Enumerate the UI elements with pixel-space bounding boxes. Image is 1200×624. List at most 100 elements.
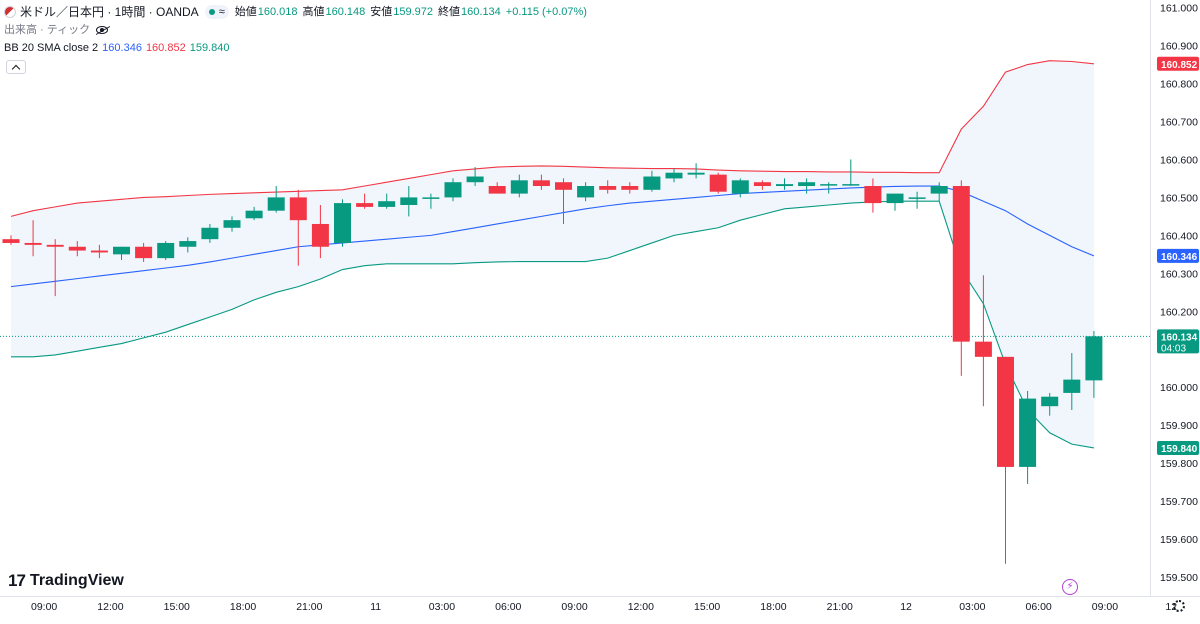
eye-hidden-icon[interactable]: [96, 26, 109, 34]
bb-upper-price-tag-bg: [1157, 56, 1199, 71]
candle: [201, 227, 219, 240]
price-tick-label: 160.500: [1160, 192, 1198, 204]
time-tick-label: 06:00: [495, 601, 521, 613]
time-tick-label: 18:00: [760, 601, 786, 613]
price-tick-label: 159.500: [1160, 572, 1198, 584]
candle: [68, 246, 86, 251]
price-tick-label: 159.900: [1160, 420, 1198, 432]
candle: [444, 182, 462, 198]
bb-basis-price-tag-bg: [1157, 248, 1199, 263]
price-tick-label: 160.900: [1160, 41, 1198, 53]
candle: [422, 197, 440, 199]
time-tick-label: 12: [900, 601, 912, 613]
low-value: 159.972: [393, 6, 434, 18]
candle: [643, 176, 661, 190]
time-tick-label: 21:00: [296, 601, 322, 613]
price-tick-label: 161.000: [1160, 3, 1198, 15]
candle: [510, 180, 528, 194]
candle: [1019, 398, 1037, 467]
candle: [532, 180, 550, 187]
candle: [135, 246, 153, 259]
candle: [776, 184, 793, 187]
bb-lower-value: 159.840: [189, 42, 230, 54]
bb-basis-value: 160.346: [102, 42, 142, 54]
time-tick-label: 12:00: [628, 601, 654, 613]
market-status[interactable]: ≈: [204, 5, 229, 19]
bb-band-fill: [11, 60, 1094, 448]
price-tick-label: 160.700: [1160, 116, 1198, 128]
candle: [952, 186, 970, 342]
time-tick-label: 06:00: [1026, 601, 1052, 613]
time-tick-label: 09:00: [561, 601, 587, 613]
bb-indicator-label[interactable]: BB 20 SMA close 2: [4, 42, 99, 54]
candle: [687, 172, 705, 175]
time-tick-label: 11: [370, 601, 381, 613]
candle: [24, 242, 42, 245]
chevron-up-icon: [11, 64, 21, 73]
candle: [621, 186, 639, 190]
chart-legend: 米ドル／日本円 · 1時間 · OANDA ≈ 始値 160.018 高値 16…: [4, 4, 587, 56]
candle: [113, 246, 130, 255]
last-price-tag-label: 160.134: [1161, 332, 1198, 343]
bb-upper-price-tag-label: 160.852: [1161, 60, 1198, 71]
candle: [908, 197, 926, 199]
time-tick-label: 03:00: [429, 601, 455, 613]
candle: [400, 197, 418, 205]
candle: [356, 203, 374, 207]
volume-indicator-label[interactable]: 出来高 · ティック: [4, 24, 91, 36]
candle: [731, 180, 749, 194]
time-tick-label: 09:00: [1092, 601, 1118, 613]
candle: [886, 193, 904, 204]
time-tick-label: 15:00: [694, 601, 720, 613]
bb-row: BB 20 SMA close 2 160.346 160.852 159.84…: [4, 40, 587, 56]
time-tick-label: 18:00: [230, 601, 256, 613]
candle: [997, 356, 1014, 467]
symbol-title[interactable]: 米ドル／日本円 · 1時間 · OANDA: [20, 5, 199, 19]
bb-lower-line: [11, 200, 1094, 449]
price-tick-label: 160.200: [1160, 306, 1198, 318]
candle: [599, 186, 617, 190]
candle: [753, 182, 771, 187]
candle: [665, 172, 683, 179]
collapse-legend-button[interactable]: [6, 60, 26, 74]
price-tick-label: 160.800: [1160, 79, 1198, 91]
market-open-icon: [208, 9, 215, 15]
candle: [842, 184, 860, 186]
candle: [798, 182, 816, 187]
bb-lower-price-tag-label: 159.840: [1161, 444, 1198, 455]
candle: [930, 186, 948, 194]
candle: [223, 220, 241, 228]
candle: [157, 242, 175, 259]
price-tick-label: 160.000: [1160, 382, 1198, 394]
candle: [289, 197, 307, 221]
candle: [267, 197, 285, 211]
candle: [179, 241, 197, 247]
price-tick-label: 159.700: [1160, 496, 1198, 508]
wave-icon: ≈: [218, 6, 225, 18]
lightning-icon[interactable]: ⚡: [1062, 579, 1078, 595]
candle: [1041, 396, 1059, 407]
axis-settings-icon[interactable]: [1173, 600, 1185, 612]
candle: [1063, 379, 1081, 393]
candle: [378, 201, 396, 207]
tradingview-logo-icon: 17: [8, 571, 26, 590]
last-price-tag-bg: [1157, 329, 1199, 354]
candle: [311, 223, 329, 247]
candle: [90, 250, 108, 253]
price-tick-label: 159.800: [1160, 458, 1198, 470]
bb-lower-price-tag-bg: [1157, 440, 1199, 455]
candle: [820, 184, 838, 186]
close-value: 160.134: [461, 6, 501, 18]
open-label: 始値: [234, 6, 257, 18]
high-value: 160.148: [325, 6, 366, 18]
tradingview-logo[interactable]: 17 TradingView: [8, 571, 124, 591]
high-label: 高値: [302, 6, 325, 18]
price-tick-label: 160.300: [1160, 268, 1198, 280]
time-tick-label: 21:00: [827, 601, 853, 613]
symbol-row: 米ドル／日本円 · 1時間 · OANDA ≈ 始値 160.018 高値 16…: [4, 4, 587, 20]
time-tick-label: 12:00: [97, 601, 123, 613]
candle: [334, 203, 351, 243]
price-tick-label: 160.600: [1160, 154, 1198, 166]
